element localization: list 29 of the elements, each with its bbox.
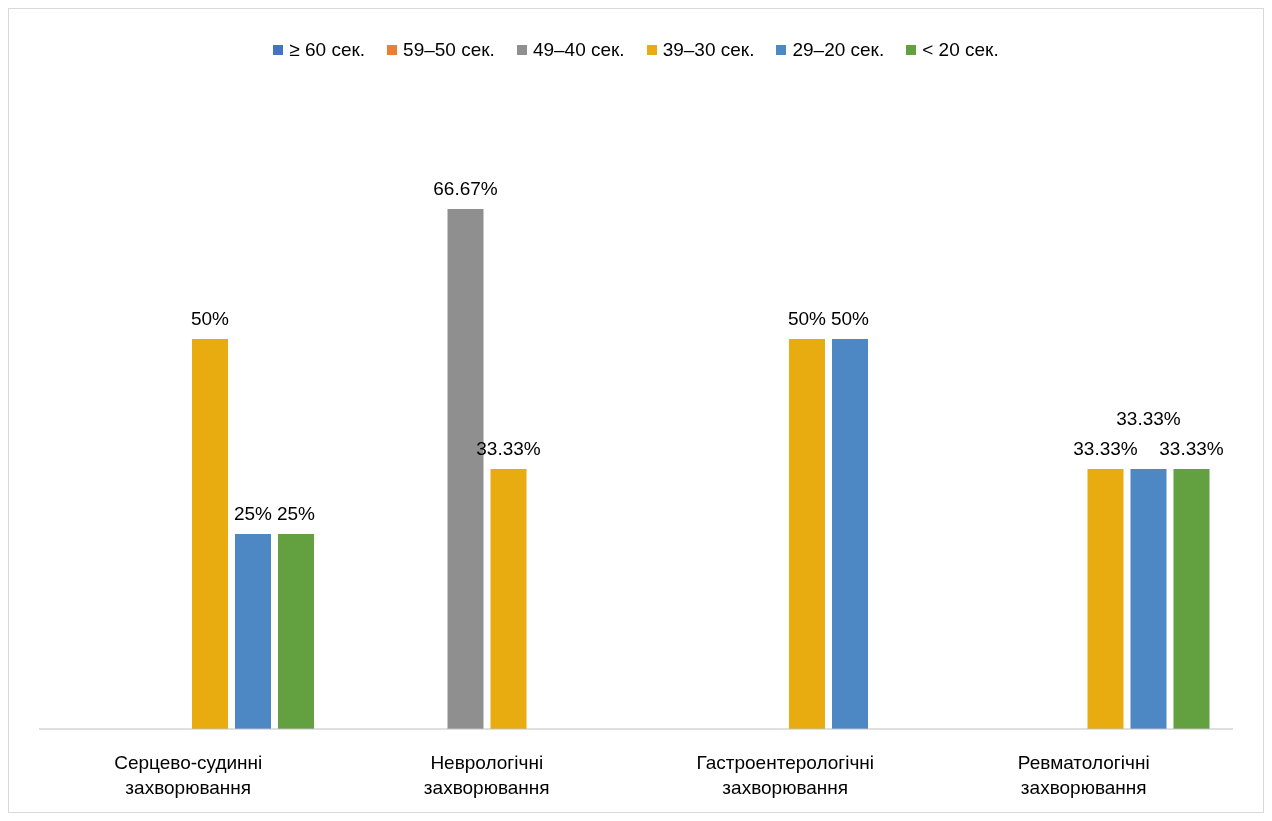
bar [789,339,825,729]
data-label: 33.33% [476,438,541,460]
bar [1173,469,1210,729]
legend-label: ≥ 60 сек. [289,39,366,61]
data-label: 33.33% [1073,438,1138,460]
bar [235,534,271,729]
data-label: 25% [276,503,316,525]
legend-label: 39–30 сек. [662,39,755,61]
bar [278,534,314,729]
x-tick-label: Гастроентерологічні захворювання [696,752,875,798]
data-label: 50% [830,308,870,330]
data-label: 33.33% [1116,408,1181,430]
bar [1130,469,1167,729]
legend-label: 59–50 сек. [403,39,495,61]
bar [192,339,228,729]
bar [832,339,868,729]
x-tick-label: Ревматологічні захворювання [1017,752,1150,798]
data-label: 66.67% [433,178,498,199]
data-label: 50% [787,308,827,330]
legend-label: < 20 сек. [922,39,999,61]
x-tick-label: Неврологічні захворювання [423,752,550,798]
x-tick-label: Серцево-судинні захворювання [114,752,263,798]
legend-label: 49–40 сек. [532,39,625,61]
data-label: 25% [233,503,273,525]
bar [490,469,527,729]
data-label: 33.33% [1159,438,1224,460]
bar [1087,469,1124,729]
legend-label: 29–20 сек. [792,39,885,61]
data-label: 50% [190,308,230,330]
